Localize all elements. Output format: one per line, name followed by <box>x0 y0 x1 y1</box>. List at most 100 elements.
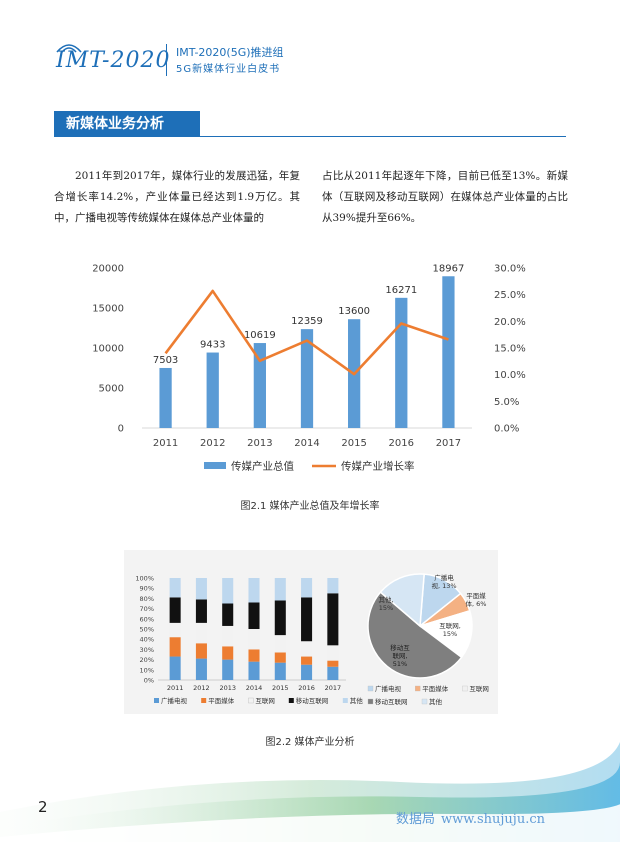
stack-y-tick-label: 20% <box>140 656 154 664</box>
stack-segment <box>248 578 260 603</box>
footer-wave-decoration <box>0 742 620 842</box>
stack-y-tick-label: 100% <box>135 575 154 583</box>
bar <box>159 367 172 428</box>
pie-legend-label: 平面媒体 <box>422 684 449 693</box>
stack-legend-swatch <box>342 698 348 703</box>
left-tick-label: 0 <box>118 424 124 435</box>
stack-legend-label: 互联网 <box>255 696 275 705</box>
x-tick-label: 2011 <box>153 438 178 449</box>
stack-segment <box>195 578 207 600</box>
right-tick-label: 25.0% <box>494 290 526 301</box>
pie-legend-swatch <box>462 685 468 692</box>
stack-segment <box>327 666 339 680</box>
bar-data-label: 7503 <box>153 355 178 366</box>
pie-slice-label: 移动互联网, 51% <box>390 643 410 668</box>
stack-y-tick-label: 50% <box>140 626 154 634</box>
stack-legend-swatch <box>201 698 207 703</box>
pie-legend-label: 其他 <box>429 697 443 706</box>
section-rule <box>54 136 566 137</box>
stack-segment <box>327 578 339 594</box>
right-tick-label: 5.0% <box>494 397 519 408</box>
stack-x-tick-label: 2016 <box>298 684 315 692</box>
stack-segment <box>274 600 286 636</box>
stack-y-tick-label: 30% <box>140 646 154 654</box>
right-tick-label: 15.0% <box>494 344 526 355</box>
stack-y-tick-label: 0% <box>144 677 154 685</box>
watermark: 数据局 www.shujuju.cn <box>396 808 545 827</box>
stack-segment <box>301 597 313 642</box>
stack-segment <box>195 643 207 659</box>
stack-segment <box>301 664 313 680</box>
figure-caption-2-2: 图2.2 媒体产业分析 <box>265 737 355 748</box>
pie-slice-label: 其他, 15% <box>378 595 393 612</box>
bar <box>253 343 266 428</box>
right-tick-label: 0.0% <box>494 424 519 435</box>
x-tick-label: 2012 <box>200 438 225 449</box>
stack-segment <box>195 622 207 644</box>
watermark-cn: 数据局 <box>396 812 436 827</box>
stack-legend-swatch <box>154 698 159 703</box>
stack-x-tick-label: 2011 <box>167 684 184 692</box>
stack-segment <box>222 646 234 660</box>
stack-segment <box>195 599 207 623</box>
industry-value-growth-chart: 0 5000 10000 15000 20000 0.0% 5.0% 10.0% 15.0% 20… <box>92 263 526 473</box>
stack-legend-label: 其他 <box>350 696 364 705</box>
stack-segment <box>248 649 260 662</box>
pie-legend-swatch <box>415 685 421 692</box>
page-header: IMT-2020 IMT-2020(5G)推进组 5G新媒体行业白皮书 <box>52 42 572 78</box>
stack-segment <box>327 593 339 646</box>
stack-x-tick-label: 2012 <box>193 684 210 692</box>
pie-slice-label: 平面媒体, 6% <box>466 591 487 608</box>
stack-legend-swatch <box>248 697 254 704</box>
stack-segment <box>274 578 286 601</box>
stack-x-tick-label: 2013 <box>219 684 236 692</box>
pie-slice <box>379 573 425 628</box>
bar <box>395 297 408 428</box>
bar-data-label: 12359 <box>291 316 323 327</box>
imt2020-logo: IMT-2020 <box>52 42 169 78</box>
stack-segment <box>222 603 234 626</box>
stack-segment <box>222 659 234 680</box>
pie-slice-label: 互联网, 15% <box>439 621 461 638</box>
left-tick-label: 5000 <box>99 384 124 395</box>
stack-segment <box>169 622 181 638</box>
stack-segment <box>248 629 260 650</box>
stack-x-tick-label: 2014 <box>246 684 263 692</box>
stack-segment <box>248 602 260 629</box>
bar-data-label: 18967 <box>433 263 465 274</box>
stack-legend-label: 广播电视 <box>161 696 188 705</box>
stack-legend-label: 平面媒体 <box>208 696 235 705</box>
stack-segment <box>169 597 181 623</box>
stack-y-tick-label: 70% <box>140 605 154 613</box>
bar-data-label: 9433 <box>200 340 225 351</box>
stack-segment <box>169 637 181 657</box>
pie-legend-swatch <box>421 698 428 705</box>
pie-slice-label: 广播电视, 13% <box>431 573 456 590</box>
x-tick-label: 2014 <box>294 438 319 449</box>
legend-swatch-bar <box>204 462 226 469</box>
right-tick-label: 30.0% <box>494 264 526 275</box>
legend-label-bar: 传媒产业总值 <box>231 460 294 473</box>
body-paragraph-left: 2011年到2017年，媒体行业的发展迅猛，年复合增长率14.2%，产业体量已经… <box>54 170 300 224</box>
logo-text: IMT-2020 <box>56 48 171 73</box>
stack-legend-label: 移动互联网 <box>296 696 329 705</box>
page-number: 2 <box>38 798 48 816</box>
left-tick-label: 20000 <box>92 264 124 275</box>
stack-segment <box>222 625 234 647</box>
bar-data-label: 13600 <box>338 306 370 317</box>
stack-y-tick-label: 80% <box>140 595 154 603</box>
pie-legend-label: 移动互联网 <box>375 697 408 706</box>
header-divider <box>166 44 167 76</box>
bar <box>206 352 219 428</box>
watermark-url: www.shujuju.cn <box>441 812 545 827</box>
stack-legend-swatch <box>288 698 294 703</box>
pie-legend-swatch <box>367 685 374 692</box>
pie-legend-swatch <box>367 698 374 705</box>
stack-y-tick-label: 90% <box>140 585 154 593</box>
stack-segment <box>195 658 207 680</box>
stack-segment <box>274 635 286 653</box>
stack-x-tick-label: 2015 <box>272 684 289 692</box>
pie-legend-label: 广播电视 <box>375 684 402 693</box>
x-tick-label: 2017 <box>436 438 461 449</box>
stack-segment <box>222 578 234 604</box>
